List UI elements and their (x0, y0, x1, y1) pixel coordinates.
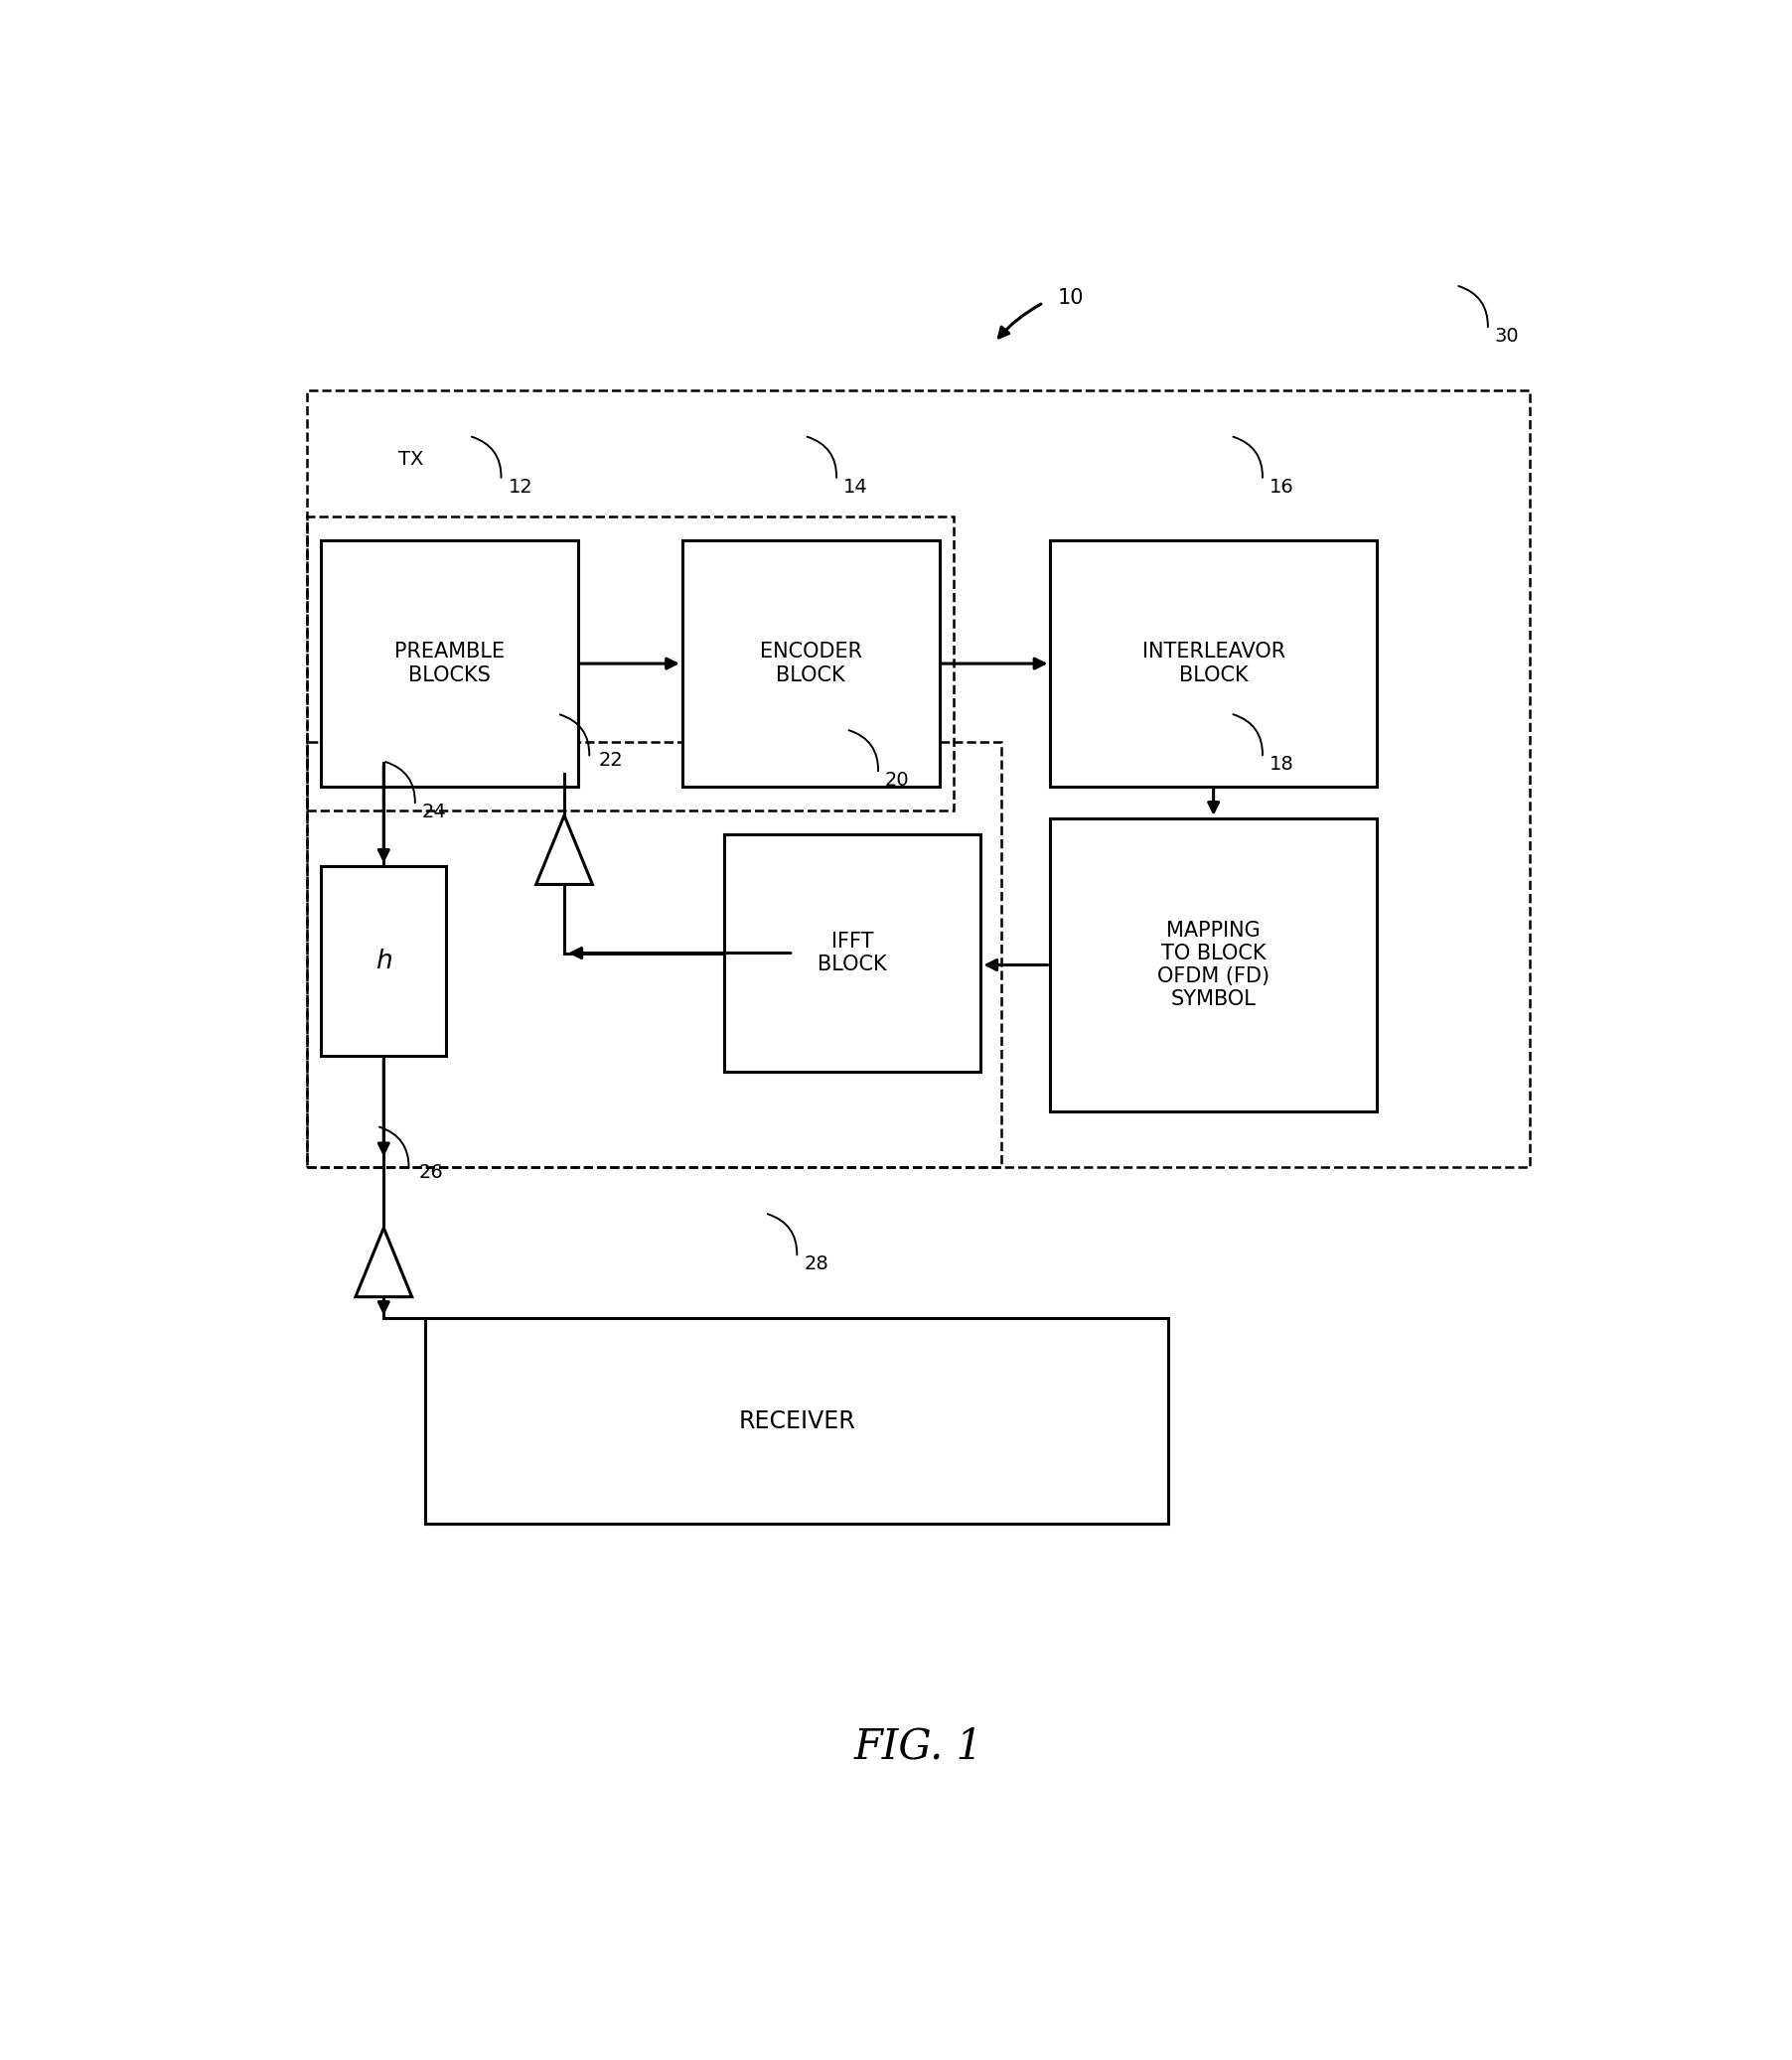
Text: FIG. 1: FIG. 1 (853, 1726, 984, 1767)
Text: IFFT
BLOCK: IFFT BLOCK (817, 931, 887, 974)
Bar (321, 540, 579, 787)
Text: ENCODER
BLOCK: ENCODER BLOCK (760, 643, 862, 686)
Text: 16: 16 (1269, 478, 1294, 496)
Text: INTERLEAVOR
BLOCK: INTERLEAVOR BLOCK (1142, 643, 1285, 686)
Text: TX: TX (398, 451, 423, 470)
Text: PREAMBLE
BLOCKS: PREAMBLE BLOCKS (394, 643, 505, 686)
Bar (308, 389, 1529, 1168)
Bar (425, 1318, 1168, 1524)
Bar (308, 742, 1002, 1168)
Text: 24: 24 (421, 803, 446, 822)
Bar (1050, 540, 1376, 787)
Text: 14: 14 (844, 478, 867, 496)
Bar (683, 540, 939, 787)
Text: MAPPING
TO BLOCK
OFDM (FD)
SYMBOL: MAPPING TO BLOCK OFDM (FD) SYMBOL (1158, 921, 1271, 1009)
Text: 20: 20 (885, 770, 910, 789)
Text: 30: 30 (1495, 328, 1520, 346)
Text: 10: 10 (1057, 288, 1084, 307)
Bar (1050, 818, 1376, 1112)
Text: 26: 26 (419, 1162, 443, 1182)
Bar (321, 865, 446, 1057)
Text: $h$: $h$ (375, 948, 392, 974)
Bar (724, 834, 980, 1071)
Bar (308, 517, 953, 810)
Text: RECEIVER: RECEIVER (738, 1409, 855, 1434)
Text: 12: 12 (507, 478, 532, 496)
Text: 22: 22 (599, 750, 624, 768)
Text: 28: 28 (805, 1255, 828, 1273)
Text: 18: 18 (1269, 754, 1294, 775)
